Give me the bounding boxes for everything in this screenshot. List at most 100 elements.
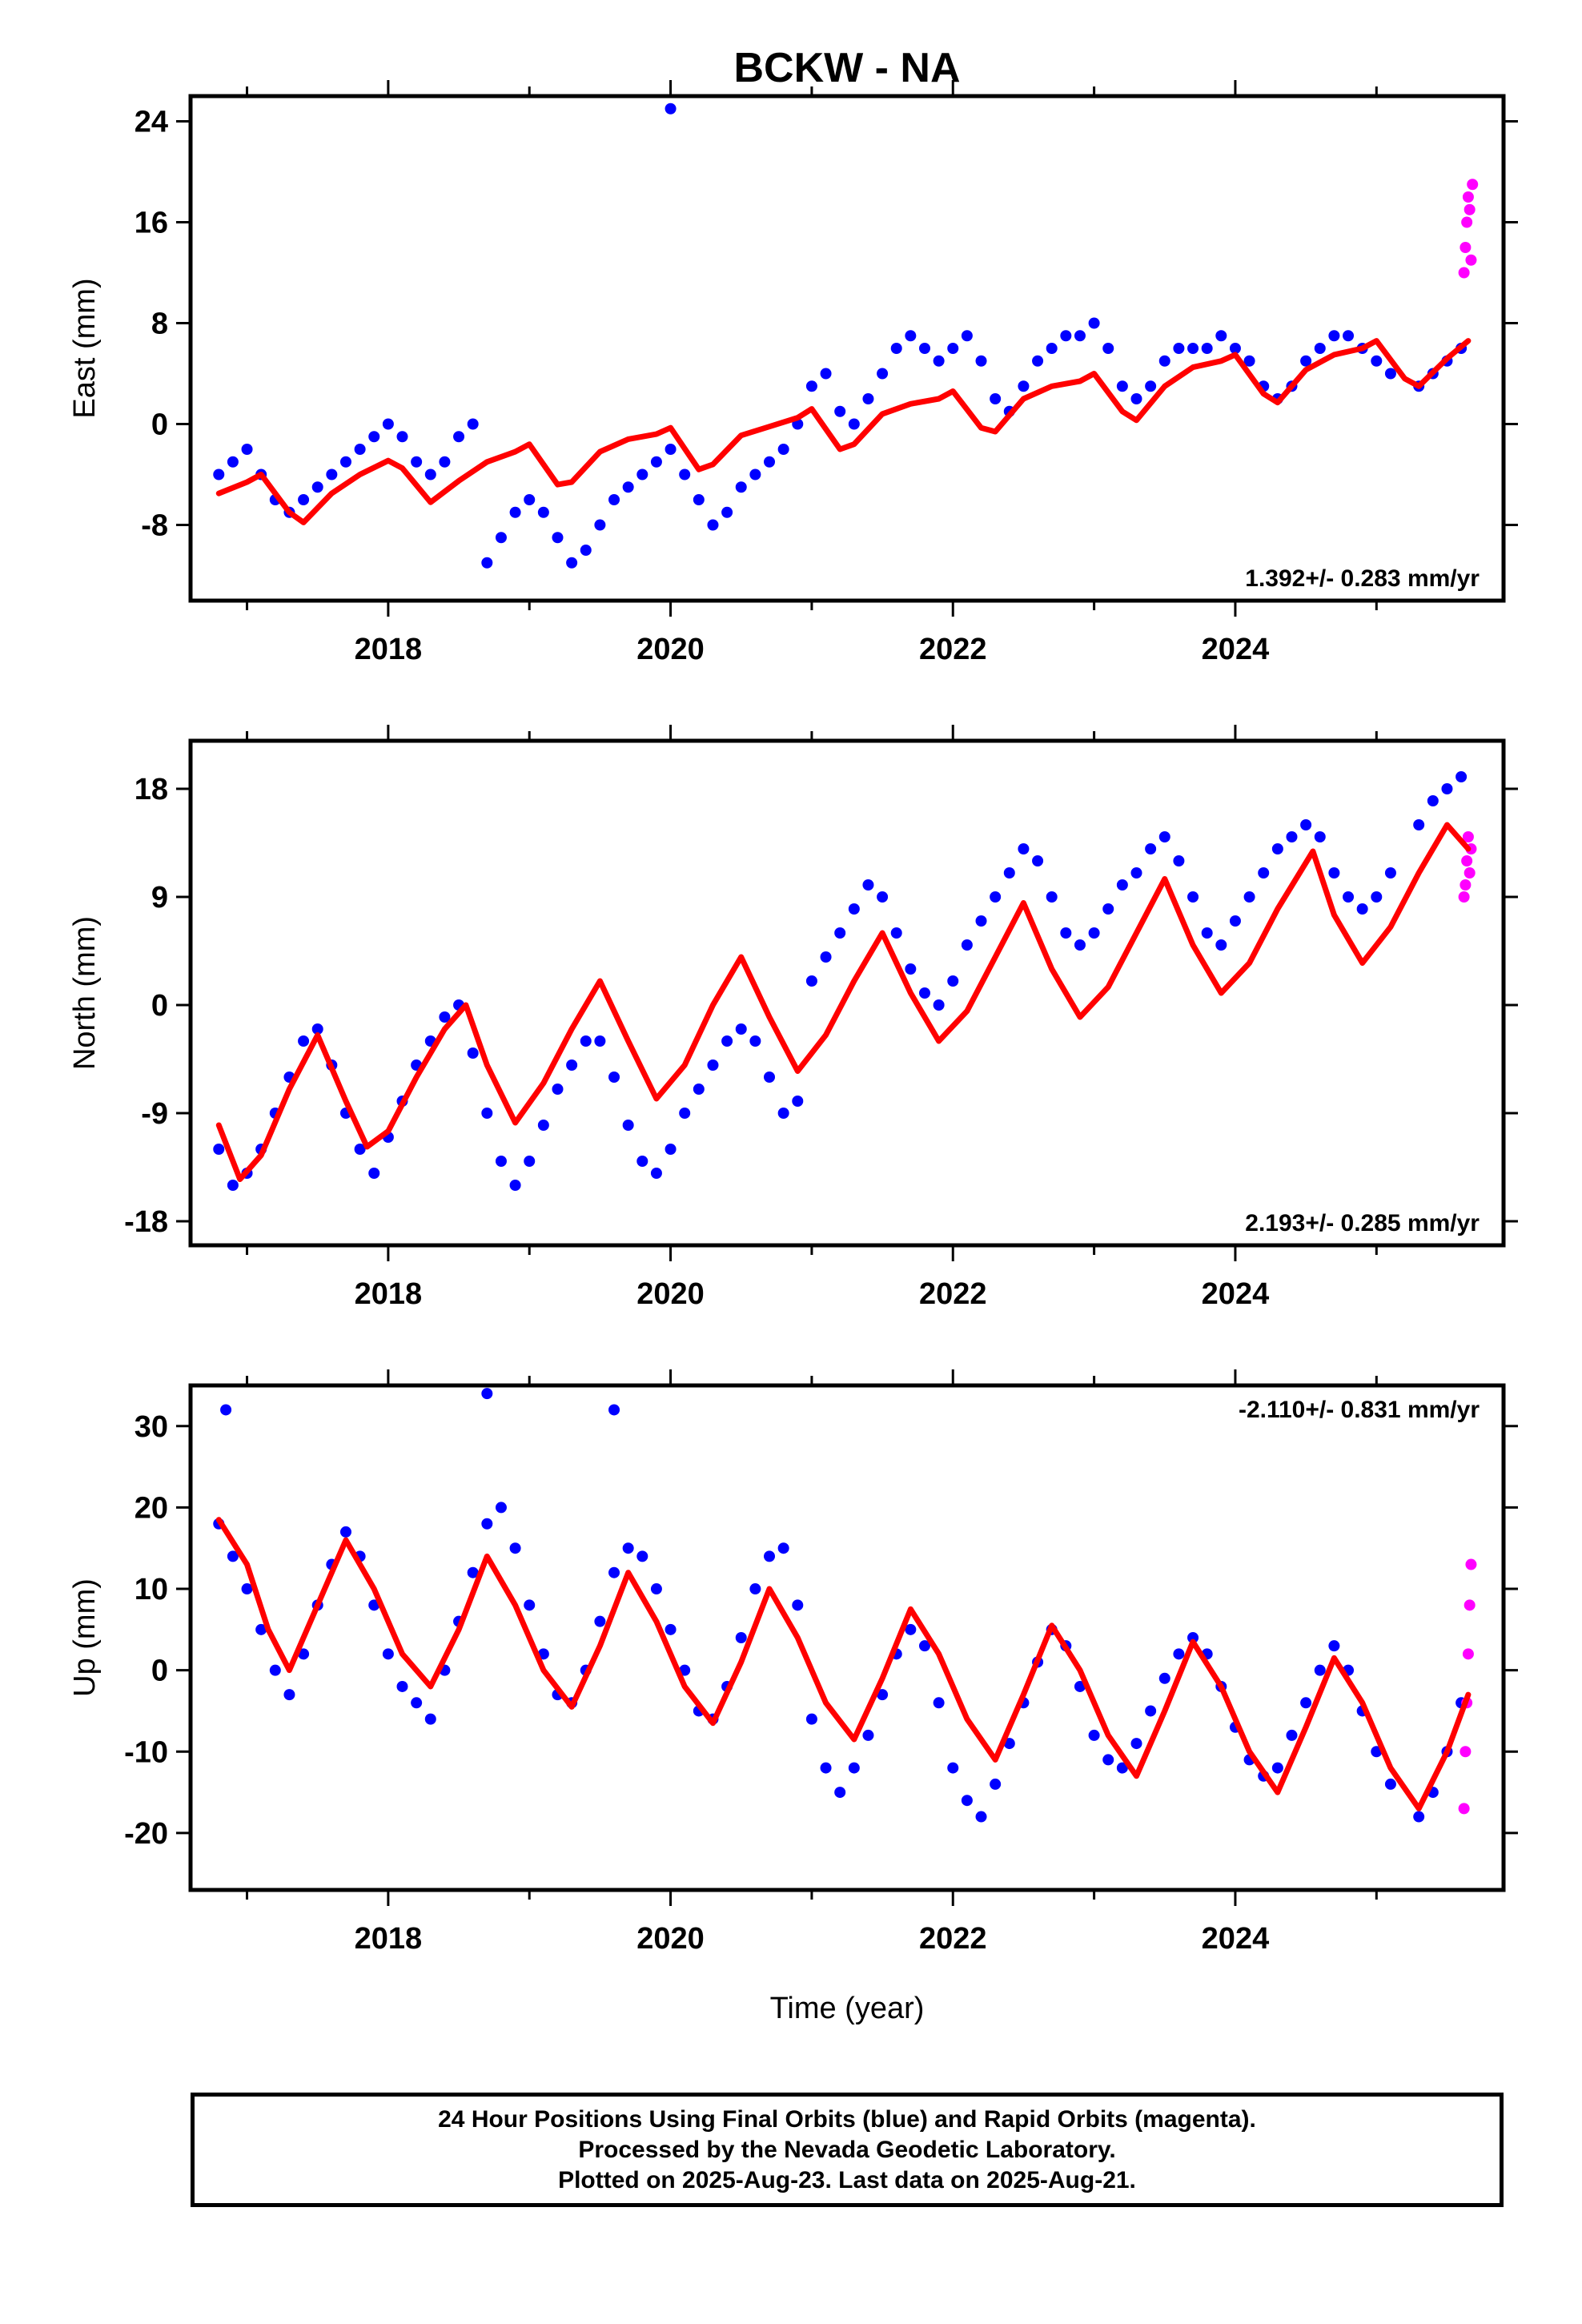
plot-frame xyxy=(188,94,1506,603)
final-orbit-point xyxy=(1158,355,1170,367)
final-orbit-point xyxy=(241,444,253,455)
final-orbit-point xyxy=(1286,1729,1298,1741)
final-orbit-point xyxy=(481,1108,493,1119)
y-tick-label: 18 xyxy=(135,773,168,806)
final-orbit-point xyxy=(693,1084,705,1095)
final-orbit-point xyxy=(1384,867,1396,879)
final-orbit-point xyxy=(439,1011,451,1023)
final-orbit-point xyxy=(820,368,832,380)
y-tick-label: 0 xyxy=(151,989,168,1023)
final-orbit-point xyxy=(368,431,380,443)
final-orbit-point xyxy=(424,468,436,480)
final-orbit-point xyxy=(1356,903,1368,915)
final-orbit-point xyxy=(227,456,239,468)
final-orbit-point xyxy=(1102,1754,1114,1766)
rapid-orbit-point xyxy=(1462,831,1474,842)
final-orbit-point xyxy=(524,1599,536,1611)
final-orbit-point xyxy=(1116,1762,1128,1774)
y-axis-label: East (mm) xyxy=(68,278,102,418)
final-orbit-point xyxy=(947,975,959,987)
y-tick-label: 20 xyxy=(135,1491,168,1525)
final-orbit-point xyxy=(283,1689,295,1701)
final-orbit-point xyxy=(961,330,973,342)
final-orbit-point xyxy=(339,1526,351,1538)
final-orbit-point xyxy=(1145,1705,1157,1717)
final-orbit-point xyxy=(1229,915,1241,927)
final-orbit-point xyxy=(537,506,549,518)
final-orbit-point xyxy=(735,1632,747,1643)
y-axis-label: Up (mm) xyxy=(68,1578,102,1697)
x-tick-label: 2022 xyxy=(919,1277,987,1311)
final-orbit-point xyxy=(975,915,987,927)
final-orbit-point xyxy=(622,481,634,493)
final-orbit-point xyxy=(905,1623,917,1635)
velocity-label: -2.110+/- 0.831 mm/yr xyxy=(1239,1397,1480,1423)
rapid-orbit-point xyxy=(1461,855,1473,866)
final-orbit-point xyxy=(1130,867,1142,879)
final-orbit-point xyxy=(354,444,366,455)
final-orbit-point xyxy=(1046,343,1058,354)
final-orbit-point xyxy=(862,1729,874,1741)
final-orbit-point xyxy=(1258,867,1270,879)
final-orbit-point xyxy=(650,1168,662,1179)
plot-area xyxy=(213,1388,1477,1823)
final-orbit-point xyxy=(975,355,987,367)
final-orbit-point xyxy=(947,343,959,354)
final-orbit-point xyxy=(509,1180,521,1191)
y-tick-label: 10 xyxy=(135,1573,168,1606)
final-orbit-point xyxy=(1060,330,1072,342)
final-orbit-point xyxy=(848,418,860,430)
final-orbit-point xyxy=(1314,1664,1326,1676)
footer-line-3: Plotted on 2025-Aug-23. Last data on 202… xyxy=(558,2166,1136,2193)
rapid-orbit-point xyxy=(1464,1599,1476,1611)
final-orbit-point xyxy=(1343,891,1355,903)
final-orbit-point xyxy=(311,481,323,493)
x-tick-label: 2022 xyxy=(919,633,987,666)
final-orbit-point xyxy=(594,1615,606,1627)
final-orbit-point xyxy=(1032,855,1044,866)
final-orbit-point xyxy=(1314,831,1326,842)
final-orbit-point xyxy=(1130,393,1142,404)
x-axis-label: Time (year) xyxy=(770,1992,925,2025)
final-orbit-point xyxy=(495,1502,507,1514)
rapid-orbit-point xyxy=(1465,254,1477,266)
final-orbit-point xyxy=(749,468,761,480)
y-tick-label: -8 xyxy=(141,509,168,543)
final-orbit-point xyxy=(495,1156,507,1167)
x-tick-label: 2020 xyxy=(636,633,705,666)
final-orbit-point xyxy=(1427,795,1439,806)
final-orbit-point xyxy=(368,1168,380,1179)
y-tick-label: 30 xyxy=(135,1410,168,1444)
fit-curve xyxy=(215,822,1472,1182)
final-orbit-point xyxy=(764,1072,776,1083)
final-orbit-point xyxy=(805,1713,817,1725)
x-tick-label: 2018 xyxy=(355,1922,423,1956)
final-orbit-point xyxy=(820,951,832,963)
final-orbit-point xyxy=(990,891,1002,903)
final-orbit-point xyxy=(580,545,592,556)
final-orbit-point xyxy=(1229,343,1241,354)
final-orbit-point xyxy=(1384,1778,1396,1790)
final-orbit-point xyxy=(918,343,930,354)
final-orbit-point xyxy=(311,1023,323,1035)
rapid-orbit-point xyxy=(1458,1803,1470,1815)
final-orbit-point xyxy=(749,1035,761,1047)
final-orbit-point xyxy=(1243,355,1255,367)
y-tick-label: 9 xyxy=(151,881,168,915)
final-orbit-point xyxy=(1328,330,1340,342)
final-orbit-point xyxy=(1215,330,1227,342)
final-orbit-point xyxy=(834,405,846,417)
final-orbit-point xyxy=(1187,1632,1199,1643)
final-orbit-point xyxy=(396,1680,408,1692)
velocity-label: 1.392+/- 0.283 mm/yr xyxy=(1245,565,1480,592)
final-orbit-point xyxy=(495,532,507,544)
final-orbit-point xyxy=(707,519,719,531)
final-orbit-point xyxy=(1173,855,1185,866)
footer-box: 24 Hour Positions Using Final Orbits (bl… xyxy=(191,2093,1504,2207)
y-tick-label: 0 xyxy=(151,1655,168,1688)
final-orbit-point xyxy=(905,963,917,975)
footer-line-2: Processed by the Nevada Geodetic Laborat… xyxy=(578,2136,1116,2163)
final-orbit-point xyxy=(1271,843,1283,854)
x-tick-label: 2024 xyxy=(1202,1922,1270,1956)
